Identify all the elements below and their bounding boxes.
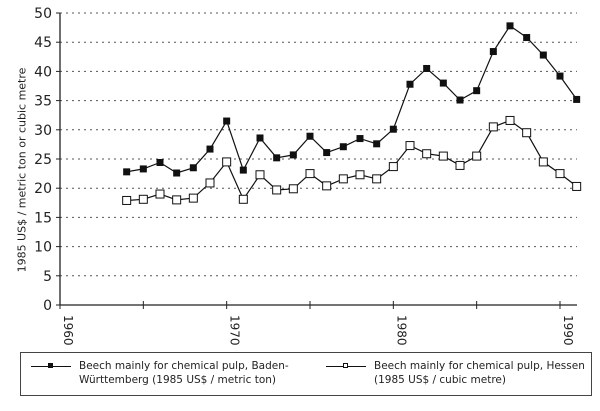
filled-square-marker xyxy=(489,48,497,56)
legend-label-line2: Württemberg (1985 US$ / metric ton) xyxy=(79,374,277,386)
filled-square-marker xyxy=(373,140,381,148)
open-square-marker-icon xyxy=(326,359,366,373)
open-square-marker xyxy=(222,157,232,167)
filled-square-marker xyxy=(239,166,247,174)
y-axis-label: 1985 US$ / metric ton or cubic metre xyxy=(15,67,29,273)
y-tick-label: 0 xyxy=(43,298,52,314)
open-square-marker xyxy=(538,157,548,167)
legend-item-baden-wuerttemberg: Beech mainly for chemical pulp, Baden- W… xyxy=(31,359,289,387)
filled-square-marker xyxy=(123,168,131,176)
open-square-marker xyxy=(305,169,315,179)
open-square-marker xyxy=(522,128,532,138)
filled-square-marker xyxy=(273,154,281,162)
open-square-marker xyxy=(288,184,298,194)
filled-square-marker xyxy=(423,64,431,72)
legend-label-line1: Beech mainly for chemical pulp, Hessen xyxy=(374,360,585,372)
series-line-0 xyxy=(126,24,578,174)
filled-square-marker xyxy=(556,72,564,80)
line-chart: 0 5 10 15 20 25 30 35 40 45 50 1960 1970 1980 1990 xyxy=(34,6,582,346)
y-tick-label: 10 xyxy=(34,240,52,256)
open-square-marker xyxy=(172,195,182,205)
filled-square-marker xyxy=(189,164,197,172)
y-tick-label: 50 xyxy=(34,6,52,22)
open-square-marker xyxy=(422,149,432,159)
y-tick-label: 35 xyxy=(34,94,52,110)
legend: Beech mainly for chemical pulp, Baden- W… xyxy=(20,352,592,396)
open-square-marker xyxy=(205,178,215,188)
filled-square-marker xyxy=(139,165,147,173)
filled-square-marker xyxy=(406,80,414,88)
filled-square-marker xyxy=(506,22,514,30)
x-tick-label: 1960 xyxy=(61,315,75,346)
filled-square-marker xyxy=(339,143,347,151)
open-square-marker xyxy=(555,169,565,179)
filled-square-marker xyxy=(256,134,264,142)
y-tick-label: 30 xyxy=(34,123,52,139)
open-square-marker xyxy=(572,181,582,191)
open-square-marker xyxy=(505,115,515,125)
legend-item-hessen: Beech mainly for chemical pulp, Hessen (… xyxy=(326,359,585,387)
series-line-1 xyxy=(126,119,578,202)
y-tick-label: 15 xyxy=(34,210,52,226)
open-square-marker xyxy=(138,194,148,204)
filled-square-marker xyxy=(223,117,231,125)
open-square-marker xyxy=(372,174,382,184)
open-square-marker xyxy=(272,185,282,195)
filled-square-marker xyxy=(456,96,464,104)
open-square-marker xyxy=(388,162,398,172)
legend-label-line1: Beech mainly for chemical pulp, Baden- xyxy=(79,360,289,372)
filled-square-marker xyxy=(439,79,447,87)
open-square-marker xyxy=(255,170,265,180)
x-tick-label: 1980 xyxy=(394,315,408,346)
open-square-marker xyxy=(455,160,465,170)
filled-square-marker xyxy=(206,145,214,153)
y-tick-label: 5 xyxy=(43,269,52,285)
filled-square-marker xyxy=(306,132,314,140)
filled-square-marker xyxy=(323,149,331,157)
open-square-marker xyxy=(405,141,415,151)
open-square-marker xyxy=(438,151,448,161)
open-square-marker xyxy=(238,194,248,204)
open-square-marker xyxy=(188,193,198,203)
open-square-marker xyxy=(355,170,365,180)
filled-square-marker xyxy=(539,51,547,59)
filled-square-marker-icon xyxy=(31,359,71,373)
y-tick-label: 20 xyxy=(34,181,52,197)
open-square-marker xyxy=(155,189,165,199)
open-square-marker xyxy=(472,151,482,161)
filled-square-marker xyxy=(573,95,581,103)
y-tick-label: 45 xyxy=(34,35,52,51)
y-tick-label: 25 xyxy=(34,152,52,168)
filled-square-marker xyxy=(156,159,164,167)
filled-square-marker xyxy=(289,151,297,159)
open-square-marker xyxy=(488,122,498,132)
legend-label-line2: (1985 US$ / cubic metre) xyxy=(374,374,506,386)
filled-square-marker xyxy=(473,87,481,95)
x-tick-label: 1970 xyxy=(228,315,242,346)
open-square-marker xyxy=(322,181,332,191)
open-square-marker xyxy=(122,195,132,205)
filled-square-marker xyxy=(389,125,397,133)
filled-square-marker xyxy=(523,34,531,42)
y-tick-label: 40 xyxy=(34,64,52,80)
filled-square-marker xyxy=(356,135,364,143)
filled-square-marker xyxy=(173,169,181,177)
x-tick-label: 1990 xyxy=(561,315,575,346)
open-square-marker xyxy=(338,174,348,184)
